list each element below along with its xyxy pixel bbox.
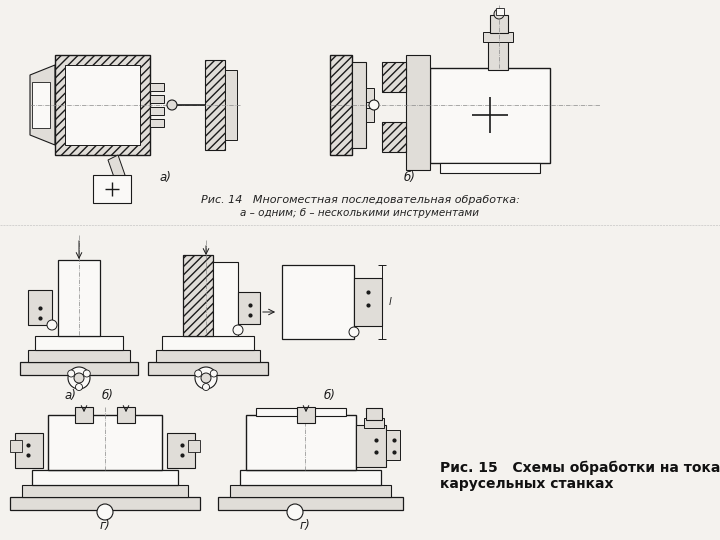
Bar [150, 107, 164, 115]
Bar [430, 68, 550, 163]
Text: г): г) [300, 518, 310, 531]
Bar [488, 40, 508, 70]
Bar [354, 278, 382, 326]
Bar [366, 108, 374, 122]
Bar [150, 119, 164, 127]
Circle shape [233, 325, 243, 335]
Bar [162, 336, 254, 350]
Bar [366, 88, 374, 102]
Bar [58, 260, 100, 336]
Text: б): б) [102, 388, 114, 402]
Circle shape [201, 373, 211, 383]
Bar [366, 408, 382, 420]
Text: Рис. 15   Схемы обработки на токарно-: Рис. 15 Схемы обработки на токарно- [440, 461, 720, 475]
Bar [352, 62, 366, 148]
Bar [28, 350, 130, 362]
Bar [406, 55, 430, 170]
Circle shape [369, 100, 379, 110]
Circle shape [76, 383, 83, 390]
Polygon shape [30, 65, 55, 145]
Bar [167, 433, 195, 468]
Bar [93, 175, 131, 203]
Text: а): а) [159, 172, 171, 185]
Circle shape [68, 367, 90, 389]
Text: б): б) [324, 388, 336, 402]
Circle shape [287, 504, 303, 520]
Circle shape [68, 370, 75, 377]
Bar [382, 122, 406, 152]
Bar [218, 497, 403, 510]
Bar [386, 430, 400, 460]
Text: г): г) [99, 518, 110, 531]
Bar [188, 440, 200, 452]
Bar [490, 15, 508, 33]
Circle shape [97, 504, 113, 520]
Text: а – одним; б – несколькими инструментами: а – одним; б – несколькими инструментами [240, 208, 480, 218]
Bar [330, 55, 352, 155]
Bar [183, 255, 213, 336]
Bar [150, 83, 164, 91]
Text: а): а) [64, 388, 76, 402]
Bar [205, 60, 225, 150]
Bar [148, 362, 268, 375]
Bar [382, 62, 406, 92]
Circle shape [494, 9, 504, 19]
Polygon shape [108, 155, 125, 180]
Bar [32, 470, 178, 485]
Bar [364, 418, 384, 428]
Bar [240, 470, 381, 485]
Circle shape [47, 320, 57, 330]
Bar [28, 290, 52, 325]
Bar [10, 440, 22, 452]
Text: б): б) [404, 172, 416, 185]
Bar [55, 55, 150, 155]
Bar [230, 485, 391, 497]
Bar [213, 262, 238, 336]
Bar [483, 32, 513, 42]
Bar [297, 407, 315, 423]
Text: l: l [389, 297, 392, 307]
Bar [256, 408, 346, 416]
Bar [496, 8, 504, 15]
Bar [117, 407, 135, 423]
Bar [238, 292, 260, 324]
Bar [356, 425, 386, 467]
Circle shape [210, 370, 217, 377]
Circle shape [195, 367, 217, 389]
Bar [150, 95, 164, 103]
Bar [65, 65, 140, 145]
Circle shape [202, 383, 210, 390]
Bar [22, 485, 188, 497]
Circle shape [84, 370, 90, 377]
Circle shape [167, 100, 177, 110]
Bar [75, 407, 93, 423]
Bar [15, 433, 43, 468]
Text: Рис. 14   Многоместная последовательная обработка:: Рис. 14 Многоместная последовательная об… [201, 195, 519, 205]
Bar [246, 415, 356, 470]
Bar [35, 336, 123, 350]
Bar [225, 70, 237, 140]
Bar [440, 163, 540, 173]
Circle shape [349, 327, 359, 337]
Bar [282, 265, 354, 339]
Circle shape [194, 370, 202, 377]
Bar [10, 497, 200, 510]
Bar [48, 415, 162, 470]
Bar [156, 350, 260, 362]
Bar [20, 362, 138, 375]
Bar [32, 82, 50, 128]
Circle shape [74, 373, 84, 383]
Text: карусельных станках: карусельных станках [440, 477, 613, 491]
